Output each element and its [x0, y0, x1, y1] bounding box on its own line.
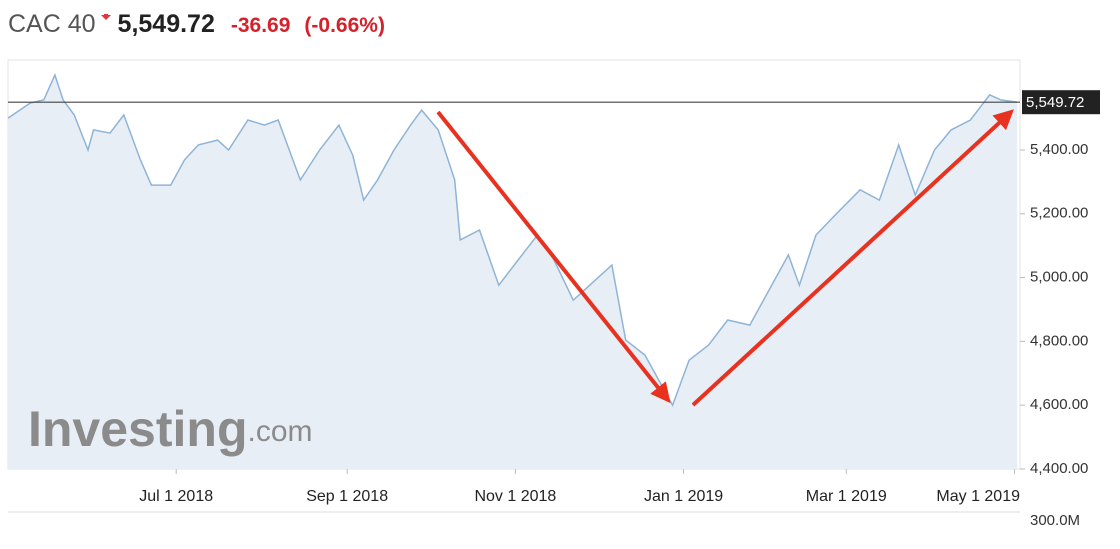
index-name: CAC 40 [8, 10, 96, 38]
y-tick-label: 5,000.00 [1030, 269, 1088, 286]
header: CAC 40 5,549.72 -36.69 (-0.66%) [8, 10, 399, 46]
annotation-arrow [691, 109, 1014, 407]
x-tick-label: Jan 1 2019 [644, 488, 723, 505]
area-fill [8, 75, 1018, 469]
y-tick-label: 5,200.00 [1030, 205, 1088, 222]
annotation-arrow [436, 110, 671, 404]
watermark-suffix: .com [247, 415, 312, 448]
x-tick-label: Nov 1 2018 [474, 488, 556, 505]
y-tick-label: 4,600.00 [1030, 396, 1088, 413]
y-tick-label: 4,400.00 [1030, 460, 1088, 477]
watermark: Investing.com [28, 401, 313, 457]
x-tick-label: Jul 1 2018 [139, 488, 213, 505]
plot [7, 59, 1021, 470]
volume-label: 300.0M [1030, 512, 1080, 529]
y-tick-label: 4,800.00 [1030, 332, 1088, 349]
price-line [7, 72, 1018, 408]
last-price-label: 5,549.72 [1026, 94, 1084, 111]
x-tick-label: Mar 1 2019 [806, 488, 887, 505]
change: -36.69 [230, 14, 291, 37]
change-percent: (-0.66%) [304, 14, 385, 37]
x-tick-label: Sep 1 2018 [306, 488, 388, 505]
last-price-box [1022, 90, 1100, 115]
down-arrow-icon [100, 14, 111, 20]
watermark-main: Investing [28, 401, 247, 457]
last-price: 5,549.72 [117, 10, 215, 38]
x-tick-label: May 1 2019 [936, 488, 1020, 505]
y-tick-label: 5,400.00 [1030, 141, 1088, 158]
